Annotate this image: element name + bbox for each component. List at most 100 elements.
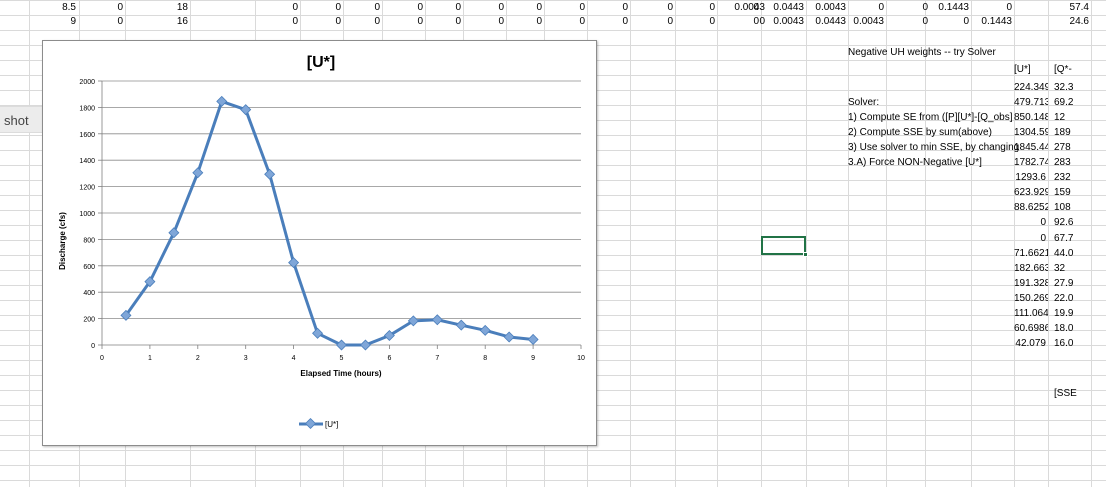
sheet-cell[interactable]: 0 xyxy=(622,2,628,13)
sheet-cell[interactable]: 159 xyxy=(1054,187,1071,199)
sheet-cell[interactable]: 0 xyxy=(878,2,884,13)
sheet-cell[interactable]: 0 xyxy=(374,16,380,27)
sheet-cell[interactable]: 0 xyxy=(117,16,123,27)
sheet-cell[interactable]: 0.0443 xyxy=(815,16,846,27)
sheet-cell[interactable]: 850.148 xyxy=(1014,112,1048,124)
sheet-cell[interactable]: 278 xyxy=(1054,142,1071,154)
sheet-cell[interactable]: 0 xyxy=(753,2,759,13)
sheet-cell[interactable]: 42.079 xyxy=(1015,337,1046,349)
data-point[interactable] xyxy=(383,330,395,342)
sheet-cell[interactable]: 19.9 xyxy=(1054,307,1074,319)
sheet-cell[interactable]: 3) Use solver to min SSE, by changing xyxy=(848,142,1020,153)
sheet-cell[interactable]: 0 xyxy=(417,16,423,27)
sheet-cell[interactable]: 189 xyxy=(1054,127,1071,139)
sheet-cell[interactable]: 0.0043 xyxy=(853,16,884,27)
sheet-cell[interactable]: 0 xyxy=(417,2,423,13)
sheet-cell[interactable]: 0 xyxy=(536,2,542,13)
sheet-cell[interactable]: 0 xyxy=(498,16,504,27)
sheet-cell[interactable]: 24.6 xyxy=(1069,16,1089,27)
chart[interactable]: [U*] 0 200 400 600 800 1000 1200 1400 1600 1800 20… xyxy=(42,40,597,446)
sheet-cell[interactable]: 18.0 xyxy=(1054,322,1074,334)
data-point[interactable] xyxy=(168,227,180,239)
sheet-cell[interactable]: 0 xyxy=(667,2,673,13)
sheet-cell[interactable]: [Q*- xyxy=(1054,64,1072,75)
sheet-cell[interactable]: 0.0043 xyxy=(773,16,804,27)
data-point[interactable] xyxy=(312,327,324,339)
sheet-cell[interactable]: 1304.59 xyxy=(1014,127,1048,139)
sheet-cell[interactable]: 0.0043 xyxy=(815,2,846,13)
sheet-cell[interactable]: 0 xyxy=(455,16,461,27)
data-point[interactable] xyxy=(240,104,252,116)
sheet-cell[interactable]: 22.0 xyxy=(1054,292,1074,304)
sheet-cell[interactable]: 0 xyxy=(759,16,765,27)
sheet-cell[interactable]: Solver: xyxy=(848,97,880,108)
sheet-cell[interactable]: 0 xyxy=(536,16,542,27)
sheet-cell[interactable]: 32.3 xyxy=(1054,82,1074,93)
sheet-cell[interactable]: 16 xyxy=(176,16,188,27)
sheet-cell[interactable]: 0.0443 xyxy=(773,2,804,13)
sheet-cell[interactable]: 224.349 xyxy=(1014,82,1048,93)
sheet-cell[interactable]: 232 xyxy=(1054,172,1071,184)
sheet-cell[interactable]: [U*] xyxy=(1014,64,1031,75)
sheet-cell[interactable]: 0 xyxy=(292,2,298,13)
sheet-cell[interactable]: 0.1443 xyxy=(938,2,969,13)
sheet-cell[interactable]: 0 xyxy=(335,16,341,27)
sheet-cell[interactable]: 0 xyxy=(335,2,341,13)
sheet-cell[interactable]: 0 xyxy=(374,2,380,13)
sheet-cell[interactable]: 0 xyxy=(963,16,969,27)
sheet-cell[interactable]: 0 xyxy=(922,2,928,13)
sheet-cell[interactable]: 0 xyxy=(622,16,628,27)
sheet-cell[interactable]: 88.6252 xyxy=(1014,202,1048,214)
fill-handle[interactable] xyxy=(803,252,808,257)
sheet-cell[interactable]: 0 xyxy=(753,16,759,27)
sheet-cell[interactable]: 623.929 xyxy=(1014,187,1048,199)
sheet-cell[interactable]: [SSE xyxy=(1054,388,1077,399)
sheet-cell[interactable]: 60.6986 xyxy=(1014,322,1048,334)
data-point[interactable] xyxy=(120,309,132,321)
data-point[interactable] xyxy=(335,339,348,351)
sheet-cell[interactable]: 0 xyxy=(709,2,715,13)
sheet-cell[interactable]: 9 xyxy=(70,16,76,27)
sheet-cell[interactable]: 479.713 xyxy=(1014,97,1048,109)
data-point[interactable] xyxy=(359,339,371,351)
data-point[interactable] xyxy=(192,167,204,179)
sheet-cell[interactable]: 44.0 xyxy=(1054,247,1074,259)
sheet-cell[interactable]: 2) Compute SSE by sum(above) xyxy=(848,127,992,138)
sheet-cell[interactable]: 0 xyxy=(117,2,123,13)
sheet-cell[interactable]: 1293.6 xyxy=(1015,172,1046,184)
sheet-cell[interactable]: 0 xyxy=(579,16,585,27)
sheet-cell[interactable]: 0.1443 xyxy=(981,16,1012,27)
sheet-cell[interactable]: 0 xyxy=(1040,232,1046,244)
data-point[interactable] xyxy=(431,314,443,326)
selected-cell[interactable] xyxy=(761,236,808,257)
sheet-cell[interactable]: 1845.44 xyxy=(1014,142,1048,154)
sheet-cell[interactable]: 0 xyxy=(498,2,504,13)
sheet-cell[interactable]: 0 xyxy=(292,16,298,27)
data-point[interactable] xyxy=(479,324,491,336)
sheet-cell[interactable]: 0 xyxy=(667,16,673,27)
sheet-cell[interactable]: 16.0 xyxy=(1054,337,1074,349)
sheet-cell[interactable]: 71.6621 xyxy=(1014,247,1048,259)
data-point[interactable] xyxy=(407,315,419,327)
sheet-cell[interactable]: 111.064 xyxy=(1014,307,1048,319)
sheet-cell[interactable]: 1) Compute SE from ([P][U*]-[Q_obs] xyxy=(848,112,1013,123)
sheet-cell[interactable]: 1782.74 xyxy=(1014,157,1048,169)
data-point[interactable] xyxy=(455,319,467,331)
sheet-cell[interactable]: 0 xyxy=(709,16,715,27)
sheet-cell[interactable]: 0.0043 xyxy=(734,2,765,13)
data-point[interactable] xyxy=(503,331,515,343)
sheet-cell[interactable]: 27.9 xyxy=(1054,277,1074,289)
sheet-cell[interactable]: 182.663 xyxy=(1014,262,1048,274)
sheet-cell[interactable]: 92.6 xyxy=(1054,217,1074,229)
data-point[interactable] xyxy=(144,276,156,288)
sheet-cell[interactable]: 3.A) Force NON-Negative [U*] xyxy=(848,157,982,168)
sheet-cell[interactable]: 57.4 xyxy=(1069,2,1089,13)
sheet-cell[interactable]: 69.2 xyxy=(1054,97,1074,109)
data-point[interactable] xyxy=(216,95,228,107)
sheet-cell[interactable]: 0 xyxy=(1006,2,1012,13)
sheet-cell[interactable]: 18 xyxy=(176,2,188,13)
data-point[interactable] xyxy=(288,257,300,269)
data-point[interactable] xyxy=(264,168,276,180)
sheet-cell[interactable]: 8.5 xyxy=(62,2,76,13)
sheet-cell[interactable]: 283 xyxy=(1054,157,1071,169)
